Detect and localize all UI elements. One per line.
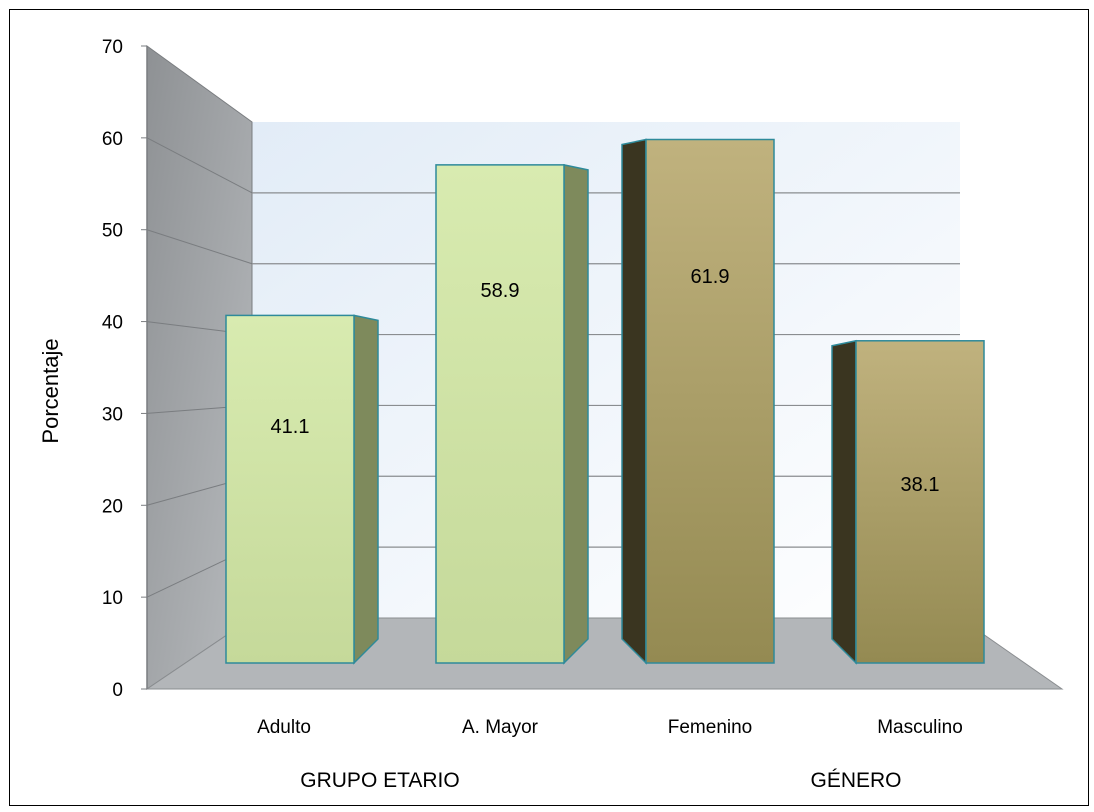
back-wall: [252, 122, 960, 618]
y-tick-label: 30: [102, 404, 123, 425]
y-tick-labels: 0 10 20 30 40 50 60 70: [102, 37, 123, 701]
bar-front-face: [225, 314, 355, 664]
bar-masculino: 38.1: [831, 339, 985, 665]
data-label: 41.1: [271, 416, 310, 438]
data-label: 61.9: [691, 266, 730, 288]
x-category-label: A. Mayor: [462, 717, 539, 738]
bar-side-face: [353, 314, 379, 665]
group-label-grupo-etario: GRUPO ETARIO: [300, 769, 459, 792]
bar-a-mayor: 58.9: [435, 163, 589, 665]
data-label: 38.1: [901, 474, 940, 496]
bar-femenino: 61.9: [621, 138, 775, 665]
y-tick-label: 40: [102, 313, 123, 334]
y-tick-label: 70: [102, 37, 123, 58]
y-tick-label: 50: [102, 221, 123, 242]
y-tick-label: 60: [102, 129, 123, 150]
y-tick-label: 10: [102, 588, 123, 609]
data-label: 58.9: [481, 280, 520, 302]
bar-front-face: [855, 340, 985, 664]
bars: 41.1 58.9 61.9 38.1: [225, 138, 985, 665]
bar-adulto: 41.1: [225, 314, 379, 665]
x-category-label: Masculino: [877, 717, 963, 738]
x-category-labels: Adulto A. Mayor Femenino Masculino: [257, 717, 963, 738]
side-gridline: [146, 229, 253, 265]
side-gridline: [146, 137, 253, 194]
bar-front-face: [645, 138, 775, 664]
bar-front-face: [435, 164, 565, 664]
group-label-genero: GÉNERO: [810, 769, 901, 792]
x-category-label: Adulto: [257, 717, 311, 738]
y-axis-label: Porcentaje: [38, 338, 63, 443]
y-tick-marks: [141, 45, 147, 690]
bar-side-face: [621, 138, 647, 665]
y-tick-label: 20: [102, 496, 123, 517]
x-category-label: Femenino: [668, 717, 753, 738]
bar-side-face: [563, 163, 589, 665]
y-tick-label: 0: [112, 680, 123, 701]
bar-side-face: [831, 339, 857, 665]
